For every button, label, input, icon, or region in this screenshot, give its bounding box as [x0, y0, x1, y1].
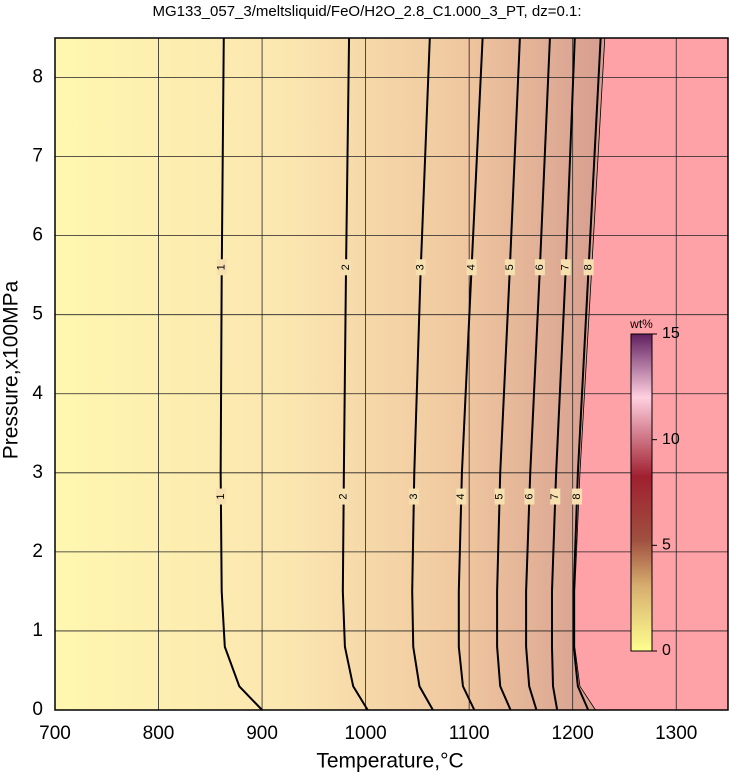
contour-label: 3	[408, 493, 420, 499]
contour-label: 4	[466, 264, 478, 270]
contour-label: 4	[455, 493, 467, 499]
colorbar-label: wt%	[629, 317, 653, 331]
y-tick-label: 5	[32, 304, 43, 325]
y-axis-label: Pressure,x100MPa	[0, 280, 23, 459]
contour-label-bg	[583, 259, 594, 276]
y-tick-label: 0	[32, 699, 43, 720]
x-tick-label: 700	[39, 723, 71, 744]
chart-title: MG133_057_3/meltsliquid/FeO/H2O_2.8_C1.0…	[152, 3, 581, 20]
x-tick-label: 900	[246, 723, 278, 744]
colorbar-tick-label: 0	[662, 642, 671, 659]
colorbar-tick-label: 5	[662, 537, 671, 554]
y-tick-label: 1	[32, 620, 43, 641]
contour-label: 8	[583, 264, 595, 270]
x-tick-label: 800	[143, 723, 175, 744]
contour-label: 7	[549, 493, 561, 499]
x-axis-label: Temperature,°C	[316, 750, 463, 773]
x-tick-label: 1200	[552, 723, 594, 744]
contour-label-bg	[504, 259, 515, 276]
plot-frame	[54, 37, 729, 711]
contour-label: 1	[216, 264, 228, 270]
contour-label-bg	[572, 488, 583, 505]
contour-label: 2	[338, 493, 350, 499]
contour-label: 1	[215, 493, 227, 499]
colorbar-tick-label: 10	[662, 431, 680, 448]
contour-label: 5	[494, 493, 506, 499]
y-tick-label: 4	[32, 383, 43, 404]
y-tick-label: 2	[32, 541, 43, 562]
y-tick-label: 3	[32, 462, 43, 483]
contour-label-bg	[560, 259, 571, 276]
contour-label: 6	[534, 264, 546, 270]
contour-label-bg	[456, 488, 467, 505]
contour-label: 2	[340, 264, 352, 270]
contour-label: 6	[523, 493, 535, 499]
contour-label: 7	[560, 264, 572, 270]
contour-label-bg	[524, 488, 535, 505]
colorbar	[630, 333, 653, 652]
contour-label-bg	[534, 259, 545, 276]
contour-label-bg	[341, 259, 352, 276]
x-tick-label: 1100	[449, 723, 490, 744]
contour-label-bg	[215, 488, 226, 505]
contour-label: 3	[415, 264, 427, 270]
contour-label-bg	[466, 259, 477, 276]
contour-label: 8	[571, 493, 583, 499]
y-tick-label: 7	[32, 146, 43, 167]
contour-label-bg	[338, 488, 349, 505]
contour-label-bg	[550, 488, 561, 505]
contour-label-bg	[415, 259, 426, 276]
x-tick-label: 1300	[655, 723, 697, 744]
colorbar-tick-label: 15	[662, 325, 680, 342]
contour-label: 5	[504, 264, 516, 270]
contour-label-bg	[408, 488, 419, 505]
y-tick-label: 8	[32, 67, 43, 88]
x-tick-label: 1000	[344, 723, 386, 744]
y-tick-label: 6	[32, 225, 43, 246]
contour-label-bg	[216, 259, 227, 276]
contour-label-bg	[494, 488, 505, 505]
